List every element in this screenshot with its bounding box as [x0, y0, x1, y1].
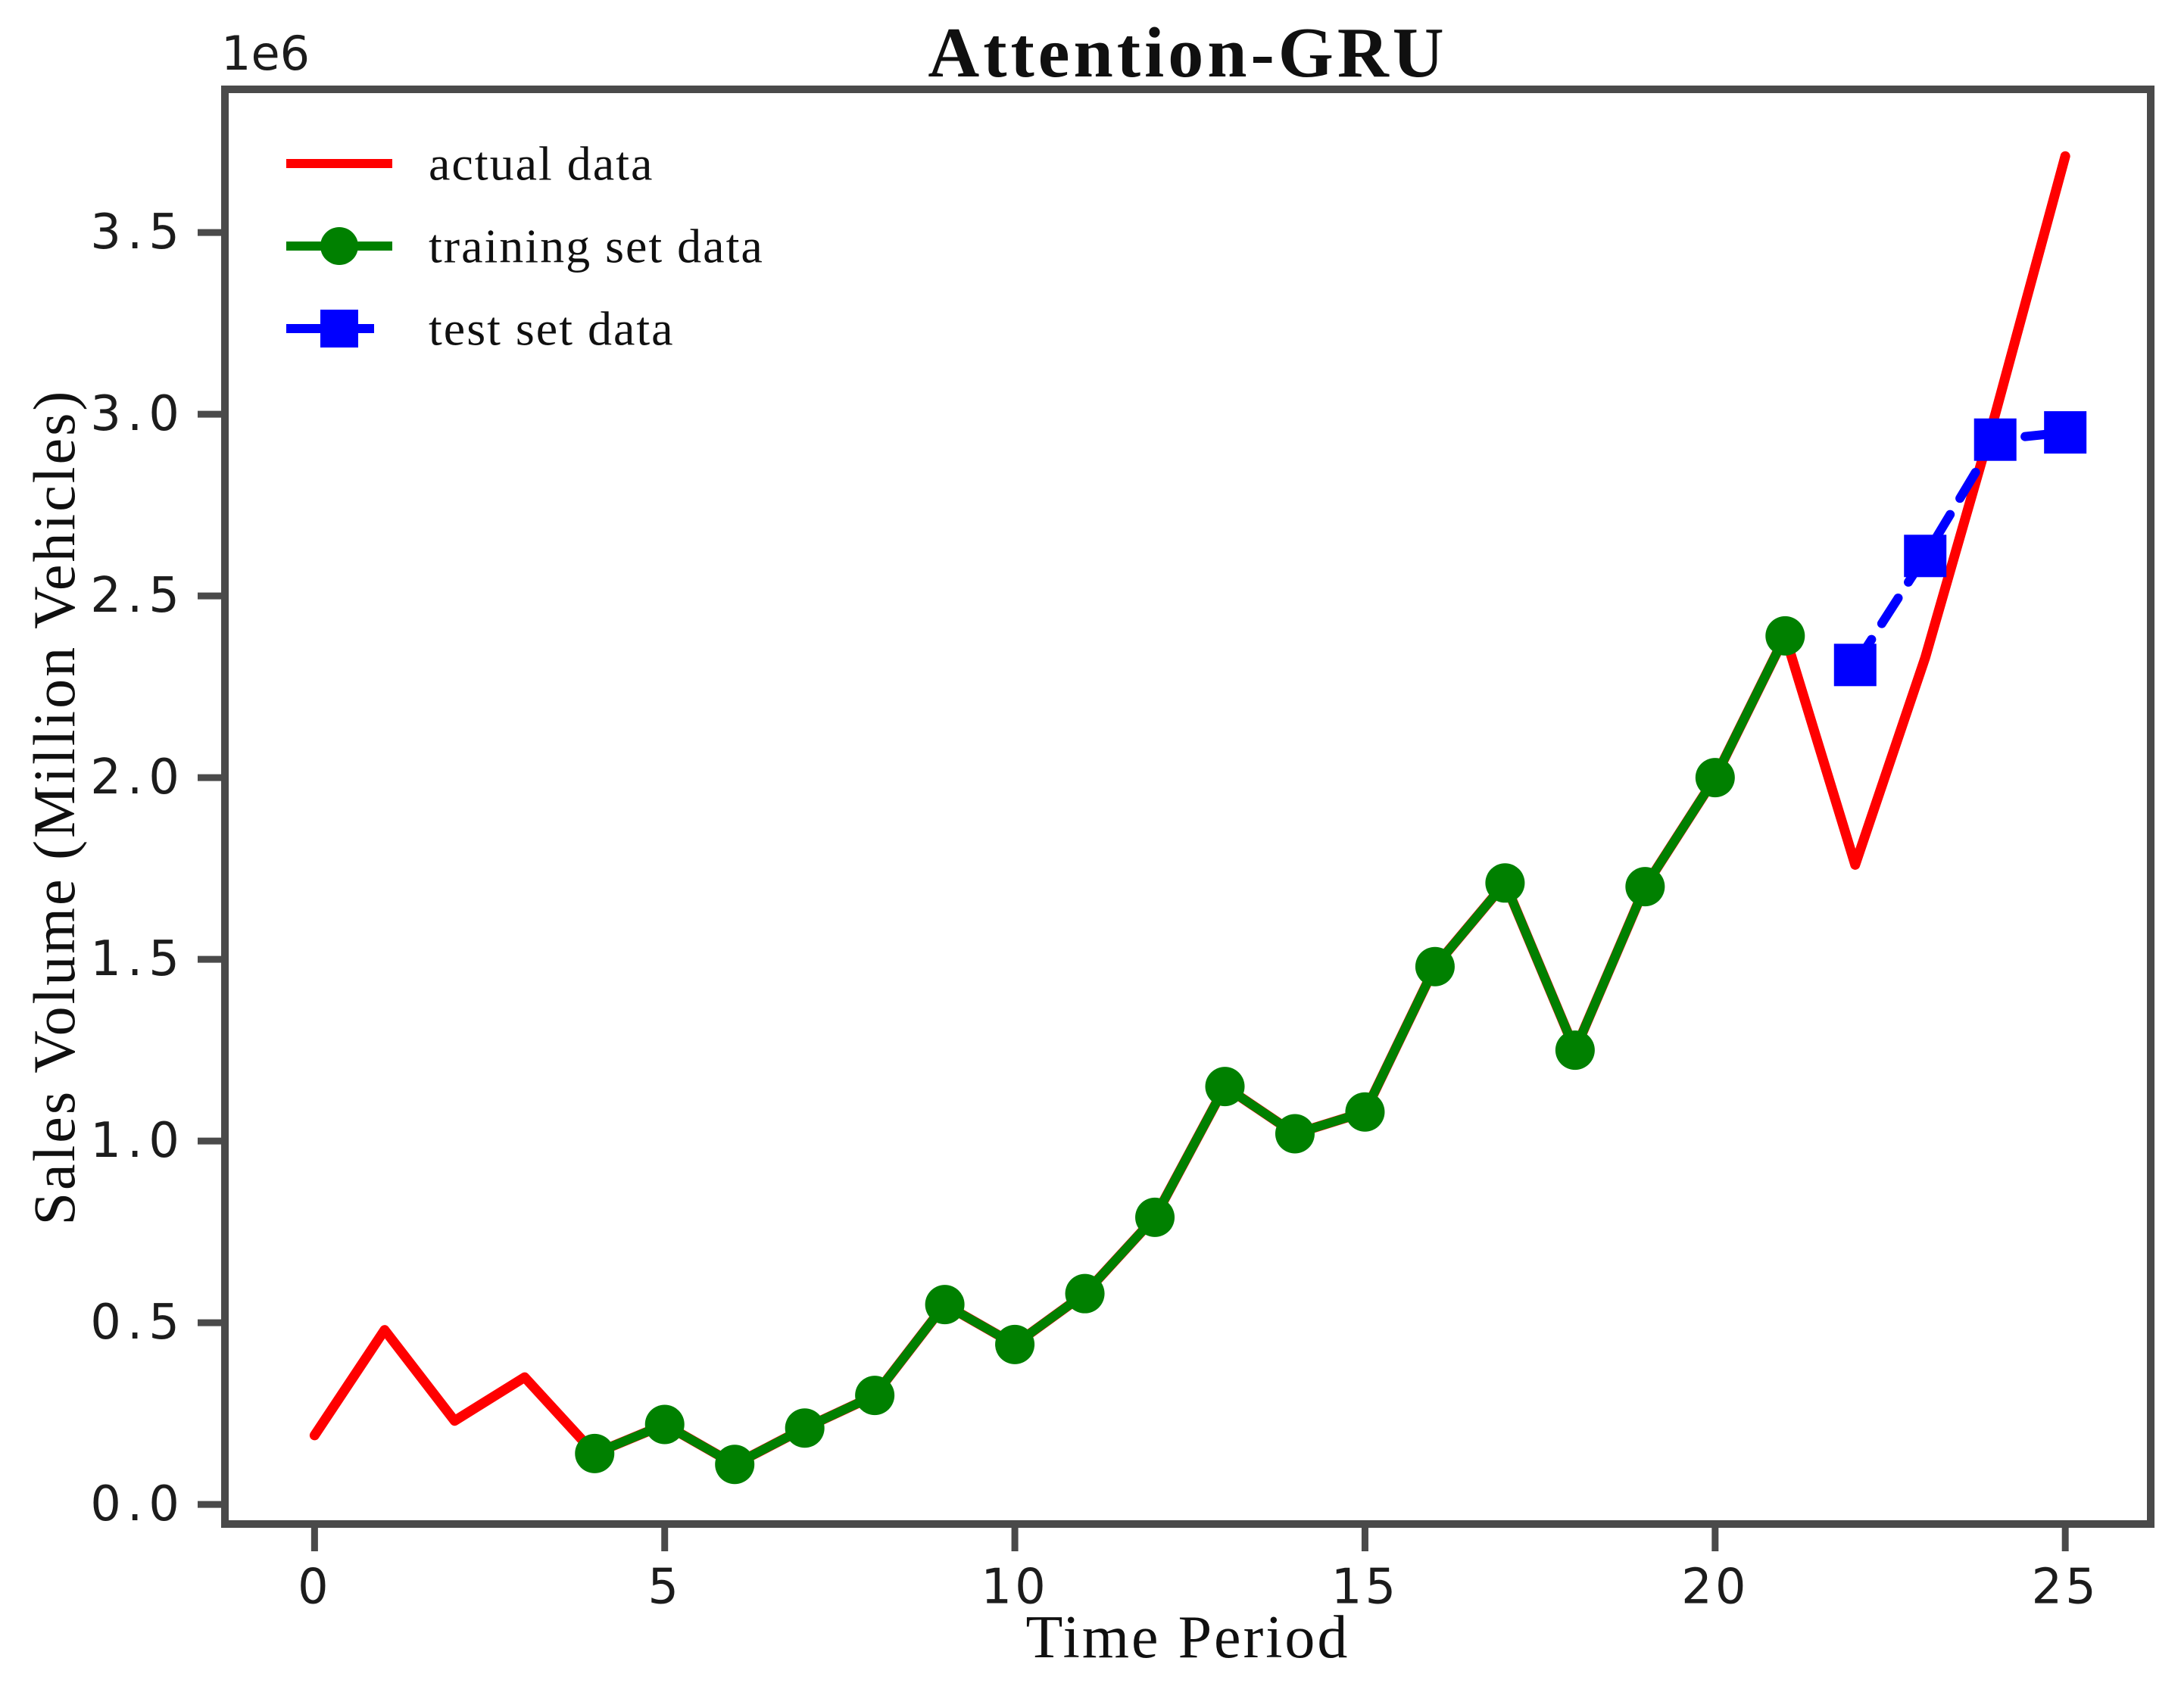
x-tick-label: 10: [981, 1559, 1048, 1615]
series-layer: [309, 151, 2087, 1485]
data-point-circle: [1695, 758, 1735, 798]
legend-item-actual-data: actual data: [286, 137, 654, 191]
x-tick-label: 20: [1681, 1559, 1749, 1615]
data-point-circle: [575, 1433, 615, 1473]
y-tick-label: 2.5: [90, 568, 186, 624]
y-tick-label: 2.0: [90, 750, 186, 806]
data-point-circle: [855, 1376, 895, 1416]
x-tick-label: 0: [298, 1559, 332, 1615]
data-point-circle: [925, 1285, 965, 1325]
legend-marker-square-icon: [320, 310, 358, 348]
y-tick-label: 0.0: [90, 1476, 186, 1532]
series-line-test-set-data: [1850, 428, 2070, 670]
data-point-circle: [1065, 1273, 1105, 1314]
data-point-circle: [1205, 1067, 1245, 1107]
series-training-set-data: [575, 616, 1805, 1485]
data-point-square: [1974, 418, 2017, 461]
y-tick-label: 1.5: [90, 931, 186, 987]
series-test-set-data: [1833, 411, 2087, 687]
plot-frame-rect: [221, 86, 2154, 1528]
series-line-training-set-data: [590, 631, 1790, 1470]
y-axis-ticks: 0.0 0.5 1.0 1.5 2.0 2.5 3.0 3.5: [90, 204, 225, 1532]
legend-label: training set data: [429, 220, 764, 273]
data-point-circle: [644, 1404, 685, 1445]
legend: actual data training set data test set dat…: [286, 137, 764, 356]
data-point-circle: [1625, 867, 1665, 907]
legend-label: actual data: [429, 137, 654, 191]
y-tick-label: 1.0: [90, 1113, 186, 1169]
plot-frame: [221, 86, 2154, 1528]
data-point-circle: [715, 1445, 755, 1485]
chart-title: Attention-GRU: [928, 14, 1448, 92]
x-axis-label: Time Period: [1025, 1604, 1350, 1671]
legend-item-test-set-data: test set data: [286, 302, 675, 356]
y-axis-offset-label: 1e6: [221, 26, 310, 81]
data-point-circle: [995, 1324, 1035, 1364]
legend-label: test set data: [429, 302, 675, 356]
y-tick-label: 3.0: [90, 386, 186, 442]
x-tick-label: 15: [1331, 1559, 1399, 1615]
y-axis-label: Sales Volume (Million Vehicles): [21, 388, 87, 1226]
data-point-circle: [1415, 946, 1455, 986]
data-point-circle: [785, 1408, 825, 1448]
data-point-circle: [1765, 616, 1805, 656]
y-tick-label: 3.5: [90, 204, 186, 260]
x-axis-ticks: 0 5 10 15 20 25: [298, 1524, 2098, 1615]
data-point-square: [1904, 535, 1947, 578]
x-tick-label: 25: [2031, 1559, 2098, 1615]
data-point-circle: [1555, 1030, 1595, 1071]
data-point-circle: [1275, 1114, 1315, 1154]
data-point-circle: [1345, 1092, 1385, 1132]
data-point-circle: [1485, 863, 1525, 903]
y-tick-label: 0.5: [90, 1295, 186, 1351]
legend-item-training-set-data: training set data: [286, 220, 764, 273]
data-point-circle: [1135, 1197, 1175, 1237]
data-point-square: [2044, 411, 2087, 454]
x-tick-label: 5: [647, 1559, 682, 1615]
legend-marker-circle-icon: [320, 227, 358, 265]
data-point-square: [1833, 644, 1877, 687]
